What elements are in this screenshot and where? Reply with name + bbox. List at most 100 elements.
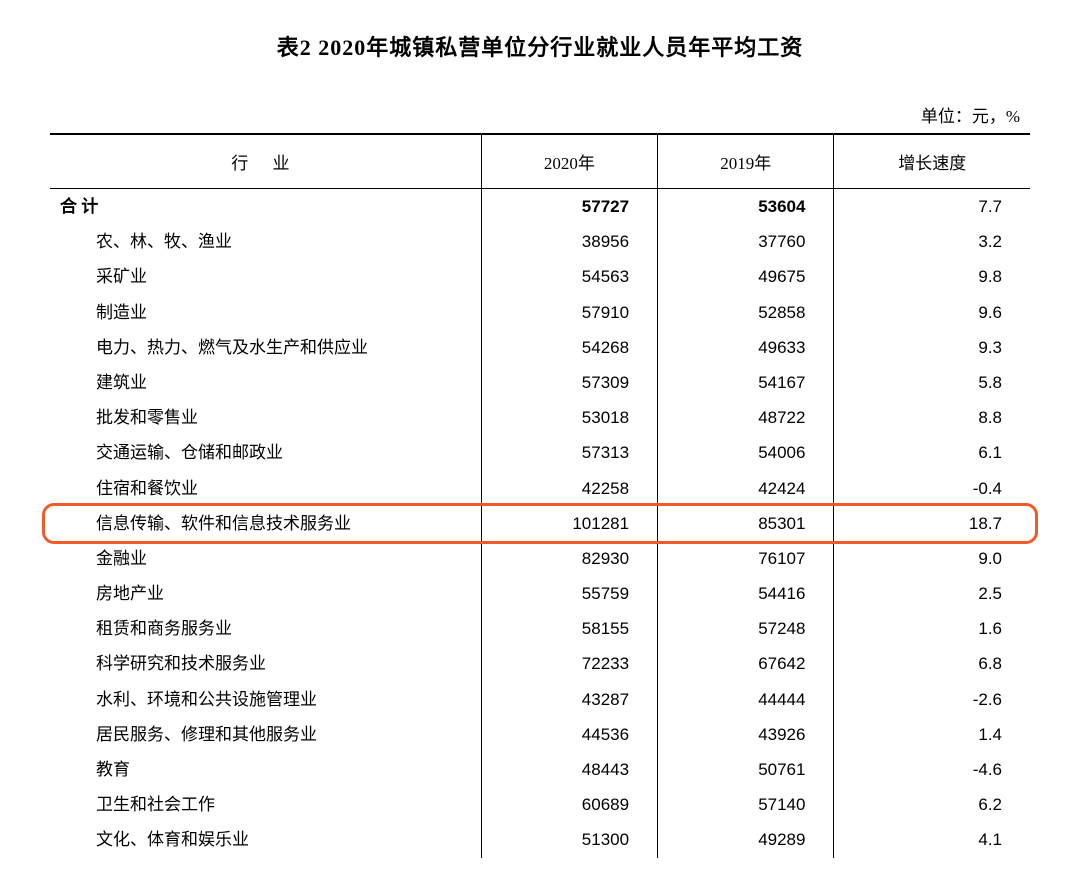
cell-2019: 42424: [658, 471, 834, 506]
col-header-growth: 增长速度: [834, 134, 1030, 189]
cell-industry: 制造业: [50, 295, 481, 330]
table-row: 金融业82930761079.0: [50, 541, 1030, 576]
cell-2019: 37760: [658, 224, 834, 259]
cell-2019: 76107: [658, 541, 834, 576]
cell-2020: 53018: [481, 400, 657, 435]
cell-2020: 54563: [481, 259, 657, 294]
table-row: 租赁和商务服务业58155572481.6: [50, 611, 1030, 646]
cell-industry: 采矿业: [50, 259, 481, 294]
cell-growth: 5.8: [834, 365, 1030, 400]
col-header-2019: 2019年: [658, 134, 834, 189]
cell-industry: 交通运输、仓储和邮政业: [50, 435, 481, 470]
cell-2020: 57910: [481, 295, 657, 330]
cell-2020: 82930: [481, 541, 657, 576]
cell-growth: 6.2: [834, 787, 1030, 822]
cell-2020: 101281: [481, 506, 657, 541]
cell-growth: 9.0: [834, 541, 1030, 576]
cell-growth: 4.1: [834, 822, 1030, 857]
page-wrapper: 表2 2020年城镇私营单位分行业就业人员年平均工资 单位：元，% 行 业 20…: [0, 0, 1080, 878]
total-2019: 53604: [658, 189, 834, 225]
cell-2019: 52858: [658, 295, 834, 330]
cell-2019: 49675: [658, 259, 834, 294]
table-row: 水利、环境和公共设施管理业4328744444-2.6: [50, 682, 1030, 717]
table-title: 表2 2020年城镇私营单位分行业就业人员年平均工资: [50, 30, 1030, 62]
cell-growth: -2.6: [834, 682, 1030, 717]
cell-2019: 85301: [658, 506, 834, 541]
cell-growth: 3.2: [834, 224, 1030, 259]
total-label: 合 计: [50, 189, 481, 225]
table-row: 电力、热力、燃气及水生产和供应业54268496339.3: [50, 330, 1030, 365]
cell-industry: 住宿和餐饮业: [50, 471, 481, 506]
total-growth: 7.7: [834, 189, 1030, 225]
cell-2020: 57309: [481, 365, 657, 400]
cell-2020: 60689: [481, 787, 657, 822]
cell-industry: 建筑业: [50, 365, 481, 400]
cell-industry: 批发和零售业: [50, 400, 481, 435]
cell-industry: 卫生和社会工作: [50, 787, 481, 822]
cell-growth: 6.1: [834, 435, 1030, 470]
unit-label: 单位：元，%: [50, 102, 1030, 127]
cell-growth: 1.6: [834, 611, 1030, 646]
table-row: 卫生和社会工作60689571406.2: [50, 787, 1030, 822]
cell-industry: 电力、热力、燃气及水生产和供应业: [50, 330, 481, 365]
cell-growth: 1.4: [834, 717, 1030, 752]
cell-growth: 8.8: [834, 400, 1030, 435]
cell-2019: 57140: [658, 787, 834, 822]
total-2020: 57727: [481, 189, 657, 225]
cell-2019: 49289: [658, 822, 834, 857]
total-row: 合 计 57727 53604 7.7: [50, 189, 1030, 225]
cell-industry: 金融业: [50, 541, 481, 576]
cell-industry: 文化、体育和娱乐业: [50, 822, 481, 857]
cell-2019: 57248: [658, 611, 834, 646]
cell-growth: 18.7: [834, 506, 1030, 541]
cell-growth: -0.4: [834, 471, 1030, 506]
cell-2020: 55759: [481, 576, 657, 611]
cell-2020: 44536: [481, 717, 657, 752]
table-row: 住宿和餐饮业4225842424-0.4: [50, 471, 1030, 506]
cell-industry: 农、林、牧、渔业: [50, 224, 481, 259]
cell-2019: 54006: [658, 435, 834, 470]
table-row: 文化、体育和娱乐业51300492894.1: [50, 822, 1030, 857]
table-row: 房地产业55759544162.5: [50, 576, 1030, 611]
cell-2019: 44444: [658, 682, 834, 717]
cell-2020: 57313: [481, 435, 657, 470]
cell-2019: 54416: [658, 576, 834, 611]
cell-industry: 租赁和商务服务业: [50, 611, 481, 646]
table-header-row: 行 业 2020年 2019年 增长速度: [50, 134, 1030, 189]
cell-2019: 49633: [658, 330, 834, 365]
table-row: 建筑业57309541675.8: [50, 365, 1030, 400]
table-row: 居民服务、修理和其他服务业44536439261.4: [50, 717, 1030, 752]
cell-growth: 2.5: [834, 576, 1030, 611]
salary-table: 行 业 2020年 2019年 增长速度 合 计 57727 53604 7.7…: [50, 133, 1030, 858]
cell-growth: 9.3: [834, 330, 1030, 365]
table-row: 批发和零售业53018487228.8: [50, 400, 1030, 435]
cell-industry: 居民服务、修理和其他服务业: [50, 717, 481, 752]
table-row: 交通运输、仓储和邮政业57313540066.1: [50, 435, 1030, 470]
col-header-2020: 2020年: [481, 134, 657, 189]
cell-2020: 38956: [481, 224, 657, 259]
table-row: 科学研究和技术服务业72233676426.8: [50, 646, 1030, 681]
cell-growth: 9.8: [834, 259, 1030, 294]
cell-industry: 科学研究和技术服务业: [50, 646, 481, 681]
cell-industry: 水利、环境和公共设施管理业: [50, 682, 481, 717]
cell-growth: 9.6: [834, 295, 1030, 330]
cell-2019: 48722: [658, 400, 834, 435]
table-row: 信息传输、软件和信息技术服务业1012818530118.7: [50, 506, 1030, 541]
cell-industry: 房地产业: [50, 576, 481, 611]
cell-2020: 42258: [481, 471, 657, 506]
table-body: 合 计 57727 53604 7.7 农、林、牧、渔业38956377603.…: [50, 189, 1030, 858]
table-row: 制造业57910528589.6: [50, 295, 1030, 330]
cell-2020: 72233: [481, 646, 657, 681]
cell-2019: 54167: [658, 365, 834, 400]
col-header-industry: 行 业: [50, 134, 481, 189]
cell-industry: 信息传输、软件和信息技术服务业: [50, 506, 481, 541]
table-row: 农、林、牧、渔业38956377603.2: [50, 224, 1030, 259]
cell-2020: 58155: [481, 611, 657, 646]
cell-2020: 51300: [481, 822, 657, 857]
cell-2020: 54268: [481, 330, 657, 365]
table-row: 采矿业54563496759.8: [50, 259, 1030, 294]
cell-2019: 67642: [658, 646, 834, 681]
cell-growth: 6.8: [834, 646, 1030, 681]
cell-2020: 43287: [481, 682, 657, 717]
cell-2019: 43926: [658, 717, 834, 752]
